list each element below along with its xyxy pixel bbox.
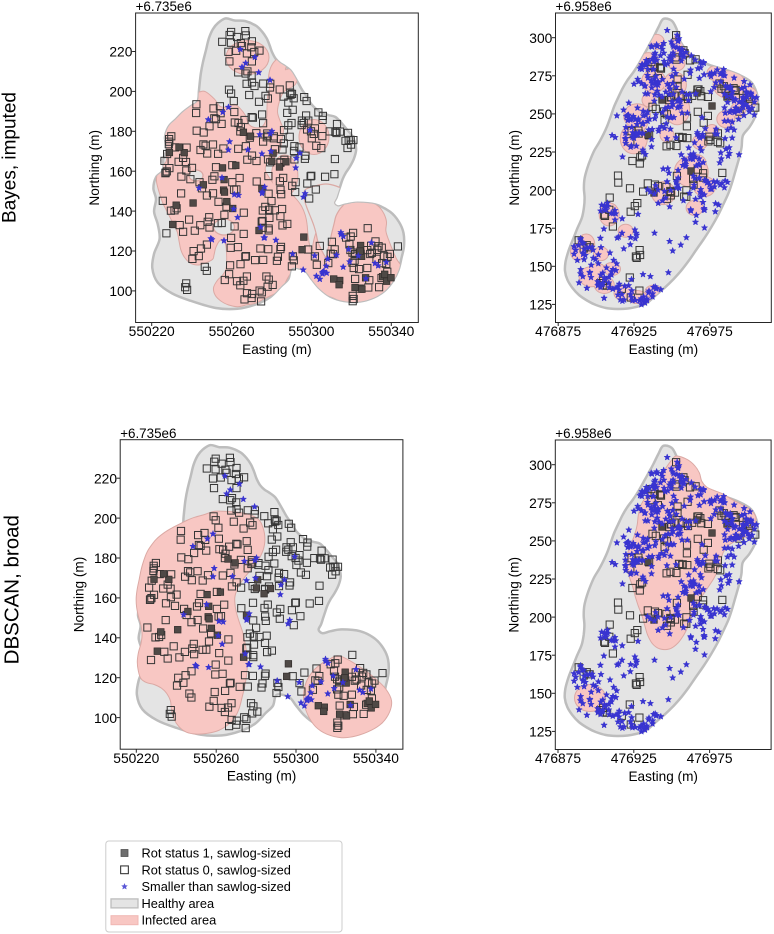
svg-text:275: 275 <box>529 69 552 84</box>
svg-text:160: 160 <box>94 591 117 606</box>
svg-text:150: 150 <box>529 687 552 702</box>
svg-text:+6.958e6: +6.958e6 <box>556 0 612 14</box>
svg-text:476925: 476925 <box>611 324 657 339</box>
svg-text:220: 220 <box>94 471 117 486</box>
svg-text:Easting (m): Easting (m) <box>242 342 312 357</box>
svg-text:225: 225 <box>529 145 552 160</box>
svg-text:550340: 550340 <box>353 751 399 766</box>
svg-text:550220: 550220 <box>113 751 159 766</box>
svg-text:+6.735e6: +6.735e6 <box>136 0 192 14</box>
svg-text:550300: 550300 <box>273 751 319 766</box>
svg-text:Bayes, imputed: Bayes, imputed <box>0 92 21 223</box>
svg-text:125: 125 <box>529 725 552 740</box>
svg-text:Infected area: Infected area <box>142 913 218 928</box>
svg-text:300: 300 <box>529 458 552 473</box>
svg-text:+6.958e6: +6.958e6 <box>555 426 611 441</box>
svg-text:476975: 476975 <box>687 751 733 766</box>
svg-text:Rot status 0, sawlog-sized: Rot status 0, sawlog-sized <box>142 862 291 877</box>
svg-text:550300: 550300 <box>288 324 334 339</box>
svg-text:180: 180 <box>109 125 132 140</box>
svg-text:150: 150 <box>529 260 552 275</box>
svg-text:220: 220 <box>109 45 132 60</box>
svg-text:550260: 550260 <box>193 751 239 766</box>
svg-text:140: 140 <box>94 631 117 646</box>
svg-text:175: 175 <box>529 221 552 236</box>
svg-text:125: 125 <box>529 298 552 313</box>
svg-text:DBSCAN, broad: DBSCAN, broad <box>1 515 24 664</box>
svg-text:Easting (m): Easting (m) <box>227 769 297 784</box>
svg-text:275: 275 <box>529 496 552 511</box>
svg-text:476925: 476925 <box>611 751 657 766</box>
svg-text:Smaller than sawlog-sized: Smaller than sawlog-sized <box>142 879 291 894</box>
svg-text:476875: 476875 <box>535 751 581 766</box>
svg-text:200: 200 <box>529 183 552 198</box>
svg-text:225: 225 <box>529 572 552 587</box>
svg-text:Rot status 1, sawlog-sized: Rot status 1, sawlog-sized <box>142 846 291 861</box>
svg-text:550340: 550340 <box>368 324 414 339</box>
svg-text:Easting (m): Easting (m) <box>628 769 698 784</box>
svg-text:200: 200 <box>109 85 132 100</box>
svg-text:Northing (m): Northing (m) <box>72 557 87 633</box>
svg-text:175: 175 <box>529 648 552 663</box>
svg-text:550220: 550220 <box>129 324 175 339</box>
svg-text:Northing (m): Northing (m) <box>507 130 522 206</box>
svg-text:120: 120 <box>109 244 132 259</box>
svg-text:476875: 476875 <box>535 324 581 339</box>
svg-text:140: 140 <box>109 204 132 219</box>
svg-text:300: 300 <box>529 31 552 46</box>
svg-text:Healthy area: Healthy area <box>142 896 215 911</box>
svg-text:200: 200 <box>94 511 117 526</box>
svg-text:550260: 550260 <box>209 324 255 339</box>
svg-text:200: 200 <box>529 610 552 625</box>
svg-text:Northing (m): Northing (m) <box>507 557 522 633</box>
svg-text:180: 180 <box>94 551 117 566</box>
svg-text:Northing (m): Northing (m) <box>87 130 102 206</box>
svg-text:Easting (m): Easting (m) <box>629 342 699 357</box>
svg-text:250: 250 <box>529 107 552 122</box>
svg-text:160: 160 <box>109 164 132 179</box>
svg-text:250: 250 <box>529 534 552 549</box>
svg-text:476975: 476975 <box>687 324 733 339</box>
svg-text:+6.735e6: +6.735e6 <box>120 426 176 441</box>
svg-text:100: 100 <box>94 711 117 726</box>
svg-text:100: 100 <box>109 284 132 299</box>
svg-text:120: 120 <box>94 671 117 686</box>
